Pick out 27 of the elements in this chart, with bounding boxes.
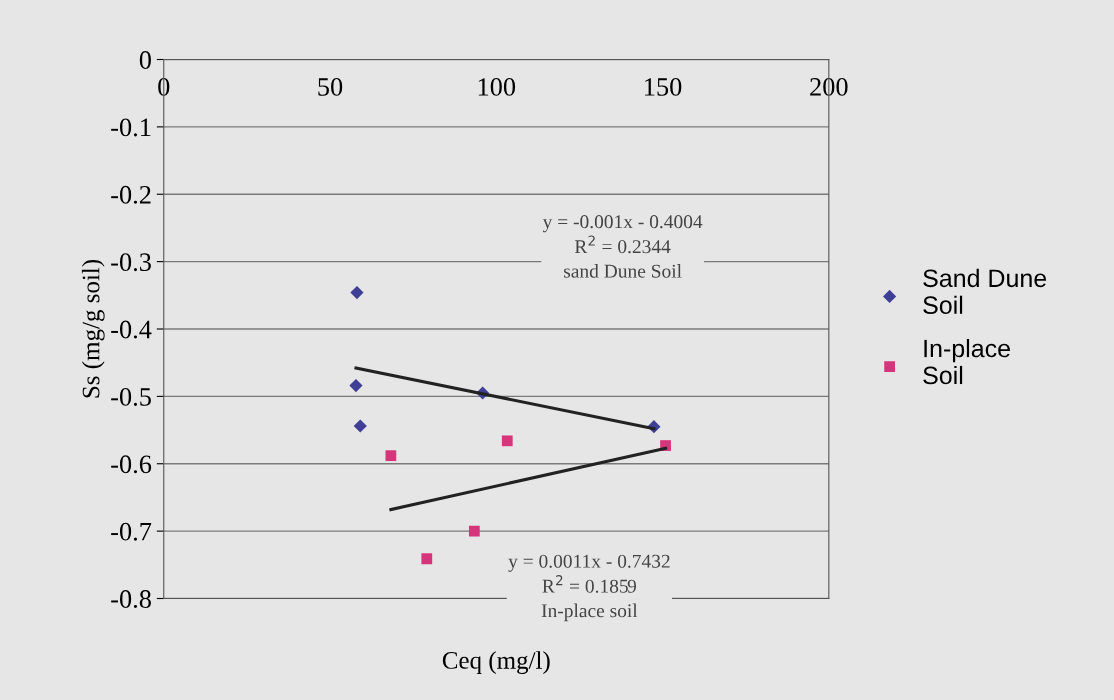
x-tick-label: 200	[810, 78, 848, 96]
y-tick-label: -0.2	[111, 185, 151, 204]
point	[353, 419, 367, 433]
y-tick-label: -0.8	[111, 590, 151, 609]
annotation: y = 0.0011x - 0.7432 R$^{2}$ = 0.1859 In-place soil	[508, 554, 670, 622]
point	[501, 435, 513, 447]
x-axis-title: Ceq (mg/l)	[442, 651, 550, 675]
y-axis-title: Ss (mg/g soil)	[81, 259, 105, 398]
x-tick-label: 50	[318, 78, 343, 96]
point	[385, 450, 397, 462]
point	[349, 379, 363, 393]
y-tick-label: -0.3	[111, 253, 151, 272]
legend-label: In-place Soil	[923, 339, 1010, 385]
x-tick-label: 0	[158, 78, 170, 96]
x-tick-label: 100	[478, 78, 516, 96]
y-tick-label: 0	[139, 51, 151, 69]
point	[468, 525, 480, 537]
y-tick-label: -0.1	[111, 118, 151, 137]
point	[421, 553, 433, 565]
y-tick-label: -0.5	[111, 387, 151, 406]
y-tick-label: -0.4	[111, 320, 152, 339]
y-tick-label: -0.7	[111, 522, 152, 541]
point	[350, 286, 364, 300]
legend-label: Sand Dune Soil	[923, 268, 1047, 315]
annotation: y = -0.001x - 0.4004 R$^{2}$ = 0.2344 sand Dune Soil	[542, 215, 703, 278]
y-tick-label: -0.6	[111, 455, 152, 474]
x-tick-label: 150	[645, 78, 682, 96]
